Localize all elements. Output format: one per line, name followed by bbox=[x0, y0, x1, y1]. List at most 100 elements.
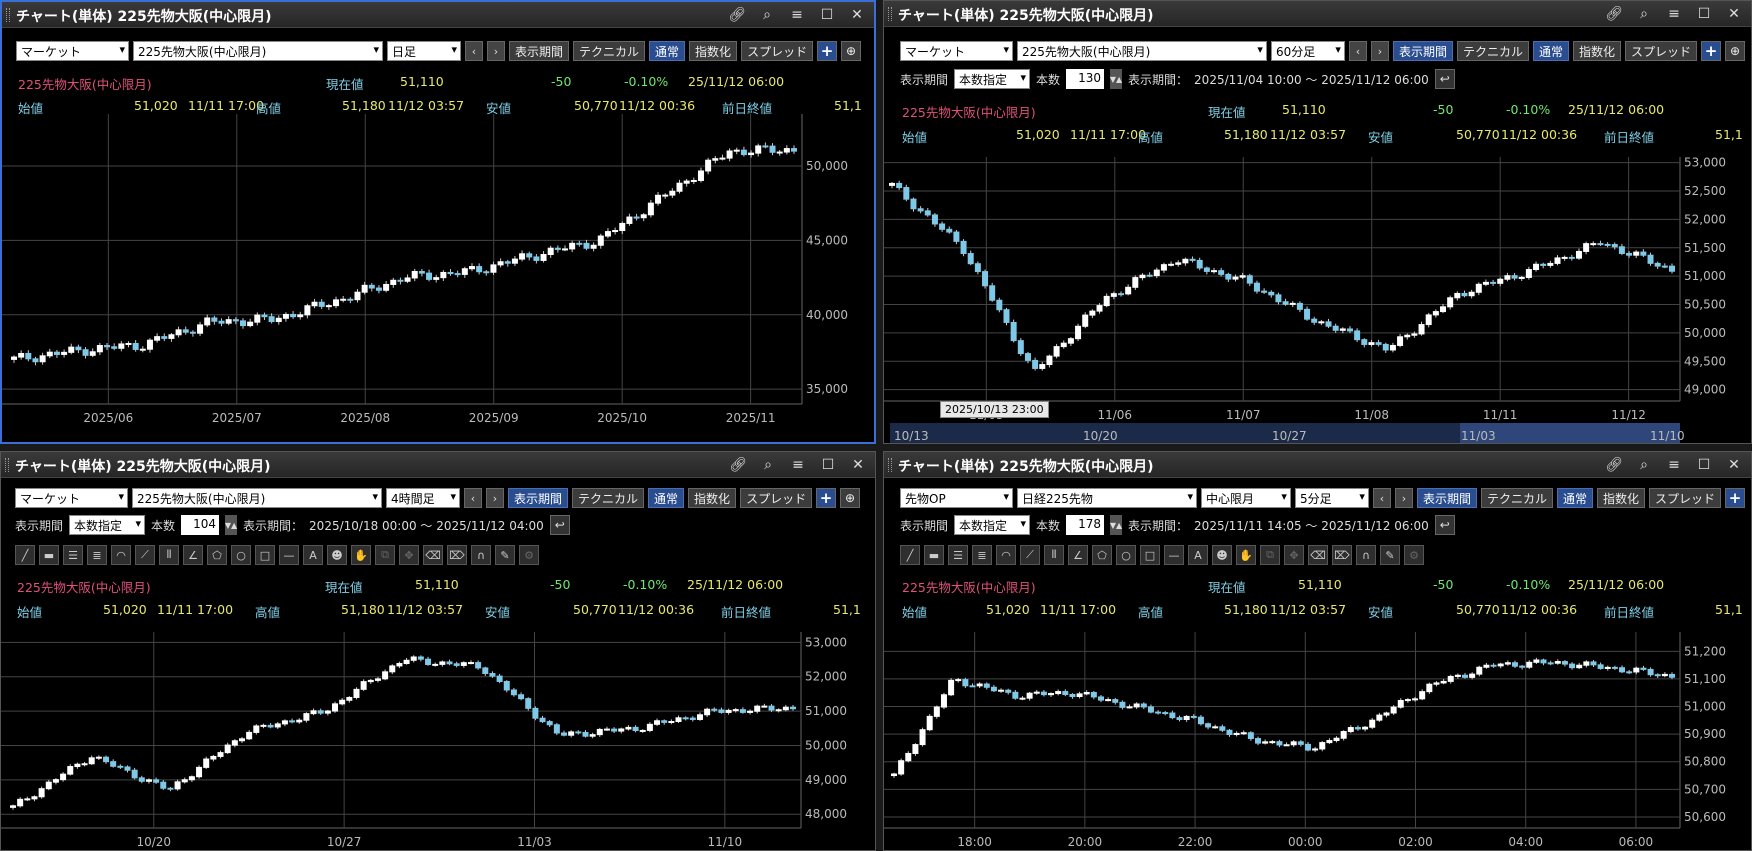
drag-grip-icon[interactable] bbox=[888, 7, 892, 21]
panel-titlebar[interactable]: チャート(単体) 225先物大阪(中心限月) 🔗︎ ⌕ ≡ ☐ ✕ bbox=[2, 2, 874, 28]
display-period-button[interactable]: 表示期間 bbox=[1416, 488, 1477, 508]
text-tool-icon[interactable]: A bbox=[1188, 545, 1208, 565]
period-select[interactable]: 日足 bbox=[387, 41, 461, 61]
add-icon[interactable]: + bbox=[817, 41, 838, 61]
menu-icon[interactable]: ≡ bbox=[1668, 6, 1680, 22]
zoom-icon[interactable]: ⊕ bbox=[841, 41, 862, 61]
link-icon[interactable]: 🔗︎ bbox=[729, 457, 747, 473]
next-arrow-icon[interactable]: › bbox=[1394, 488, 1413, 508]
fan-tool-icon[interactable]: ⟋ bbox=[1020, 545, 1040, 565]
normal-button[interactable]: 通常 bbox=[649, 41, 686, 61]
line-tool-icon[interactable]: ╱ bbox=[900, 545, 920, 565]
copy-tool-icon[interactable]: ⧉ bbox=[1260, 545, 1280, 565]
next-arrow-icon[interactable]: › bbox=[486, 488, 504, 508]
prev-arrow-icon[interactable]: ‹ bbox=[465, 41, 483, 61]
link-icon[interactable]: 🔗︎ bbox=[1605, 457, 1623, 473]
circle-tool-icon[interactable]: ○ bbox=[231, 545, 251, 565]
rect-tool-icon[interactable]: □ bbox=[255, 545, 275, 565]
reset-icon[interactable]: ↩ bbox=[1434, 515, 1455, 535]
fib-tool-icon[interactable]: ≣ bbox=[87, 545, 107, 565]
settings-tool-icon[interactable]: ⚙ bbox=[1404, 545, 1424, 565]
drag-grip-icon[interactable] bbox=[888, 458, 892, 472]
technical-button[interactable]: テクニカル bbox=[573, 41, 646, 61]
rect-tool-icon[interactable]: □ bbox=[1140, 545, 1160, 565]
ruler-tool-icon[interactable]: ▬ bbox=[924, 545, 944, 565]
count-input[interactable]: 130 bbox=[1066, 69, 1105, 89]
arc-tool-icon[interactable]: ◠ bbox=[996, 545, 1016, 565]
hand-tool-icon[interactable]: ✋ bbox=[1236, 545, 1256, 565]
range-mode-select[interactable]: 本数指定 bbox=[69, 515, 146, 535]
zoom-icon[interactable]: ⊕ bbox=[840, 488, 861, 508]
period-select[interactable]: 5分足 bbox=[1294, 488, 1369, 508]
vlines-tool-icon[interactable]: ⦀ bbox=[1044, 545, 1064, 565]
display-period-button[interactable]: 表示期間 bbox=[1392, 41, 1453, 61]
settings-tool-icon[interactable]: ⚙ bbox=[519, 545, 539, 565]
price-chart[interactable]: 53,000 52,000 51,000 50,000 49,000 48,000 10/2… bbox=[1, 452, 875, 850]
move-tool-icon[interactable]: ✥ bbox=[399, 545, 419, 565]
reset-icon[interactable]: ↩ bbox=[1434, 69, 1455, 89]
pentagon-tool-icon[interactable]: ⬠ bbox=[1092, 545, 1112, 565]
hlines-tool-icon[interactable]: ☰ bbox=[63, 545, 83, 565]
index-button[interactable]: 指数化 bbox=[1573, 41, 1622, 61]
magnet-tool-icon[interactable]: ∩ bbox=[1356, 545, 1376, 565]
maximize-icon[interactable]: ☐ bbox=[821, 457, 835, 473]
index-button[interactable]: 指数化 bbox=[688, 488, 737, 508]
market-select[interactable]: マーケット bbox=[16, 41, 129, 61]
eraser-tool-icon[interactable]: ⌫ bbox=[423, 545, 443, 565]
technical-button[interactable]: テクニカル bbox=[1456, 41, 1529, 61]
symbol-select[interactable]: 225先物大阪(中心限月) bbox=[132, 488, 382, 508]
ruler-tool-icon[interactable]: ▬ bbox=[39, 545, 59, 565]
chart-panel-daily[interactable]: チャート(単体) 225先物大阪(中心限月) 🔗︎ ⌕ ≡ ☐ ✕ マーケット … bbox=[0, 0, 876, 444]
market-select[interactable]: マーケット bbox=[900, 41, 1013, 61]
chart-panel-5min[interactable]: チャート(単体) 225先物大阪(中心限月) 🔗︎ ⌕ ≡ ☐ ✕ 先物OP 日… bbox=[883, 451, 1752, 851]
text-tool-icon[interactable]: A bbox=[303, 545, 323, 565]
count-spinner-icon[interactable]: ▼▲ bbox=[1110, 69, 1122, 89]
drag-grip-icon[interactable] bbox=[5, 458, 9, 472]
hand-tool-icon[interactable]: ✋ bbox=[351, 545, 371, 565]
angle-tool-icon[interactable]: ∠ bbox=[183, 545, 203, 565]
close-icon[interactable]: ✕ bbox=[1728, 6, 1740, 22]
close-icon[interactable]: ✕ bbox=[851, 7, 863, 23]
technical-button[interactable]: テクニカル bbox=[1480, 488, 1553, 508]
prev-arrow-icon[interactable]: ‹ bbox=[1372, 488, 1391, 508]
menu-icon[interactable]: ≡ bbox=[791, 7, 803, 23]
copy-tool-icon[interactable]: ⧉ bbox=[375, 545, 395, 565]
technical-button[interactable]: テクニカル bbox=[572, 488, 645, 508]
add-icon[interactable]: + bbox=[816, 488, 837, 508]
panel-titlebar[interactable]: チャート(単体) 225先物大阪(中心限月) 🔗︎ ⌕ ≡ ☐ ✕ bbox=[884, 1, 1751, 27]
add-icon[interactable]: + bbox=[1725, 488, 1746, 508]
normal-button[interactable]: 通常 bbox=[1556, 488, 1593, 508]
price-chart[interactable]: 50,000 45,000 40,000 35,000 2025/06 2025/07 20… bbox=[2, 2, 874, 442]
pen-tool-icon[interactable]: ✎ bbox=[495, 545, 515, 565]
line-tool-icon[interactable]: ╱ bbox=[15, 545, 35, 565]
icon-tool-icon[interactable]: ☻ bbox=[327, 545, 347, 565]
symbol-select[interactable]: 日経225先物 bbox=[1016, 488, 1197, 508]
index-button[interactable]: 指数化 bbox=[1597, 488, 1646, 508]
drag-grip-icon[interactable] bbox=[6, 8, 10, 22]
reset-icon[interactable]: ↩ bbox=[549, 515, 570, 535]
search-icon[interactable]: ⌕ bbox=[1640, 6, 1648, 22]
prev-arrow-icon[interactable]: ‹ bbox=[464, 488, 482, 508]
eraser-all-tool-icon[interactable]: ⌦ bbox=[1332, 545, 1352, 565]
maximize-icon[interactable]: ☐ bbox=[1697, 457, 1711, 473]
chart-panel-4hour[interactable]: チャート(単体) 225先物大阪(中心限月) 🔗︎ ⌕ ≡ ☐ ✕ マーケット … bbox=[0, 451, 876, 851]
prev-arrow-icon[interactable]: ‹ bbox=[1348, 41, 1367, 61]
period-select[interactable]: 60分足 bbox=[1270, 41, 1345, 61]
index-button[interactable]: 指数化 bbox=[689, 41, 738, 61]
count-input[interactable]: 104 bbox=[181, 515, 220, 535]
fan-tool-icon[interactable]: ⟋ bbox=[135, 545, 155, 565]
display-period-button[interactable]: 表示期間 bbox=[509, 41, 570, 61]
zoom-icon[interactable]: ⊕ bbox=[1725, 41, 1746, 61]
vlines-tool-icon[interactable]: ⦀ bbox=[159, 545, 179, 565]
hline-tool-icon[interactable]: — bbox=[279, 545, 299, 565]
market-select[interactable]: 先物OP bbox=[900, 488, 1013, 508]
spread-button[interactable]: スプレッド bbox=[740, 488, 813, 508]
spread-button[interactable]: スプレッド bbox=[1649, 488, 1722, 508]
pentagon-tool-icon[interactable]: ⬠ bbox=[207, 545, 227, 565]
close-icon[interactable]: ✕ bbox=[852, 457, 864, 473]
market-select[interactable]: マーケット bbox=[15, 488, 128, 508]
maximize-icon[interactable]: ☐ bbox=[820, 7, 834, 23]
hline-tool-icon[interactable]: — bbox=[1164, 545, 1184, 565]
hlines-tool-icon[interactable]: ☰ bbox=[948, 545, 968, 565]
normal-button[interactable]: 通常 bbox=[1532, 41, 1569, 61]
